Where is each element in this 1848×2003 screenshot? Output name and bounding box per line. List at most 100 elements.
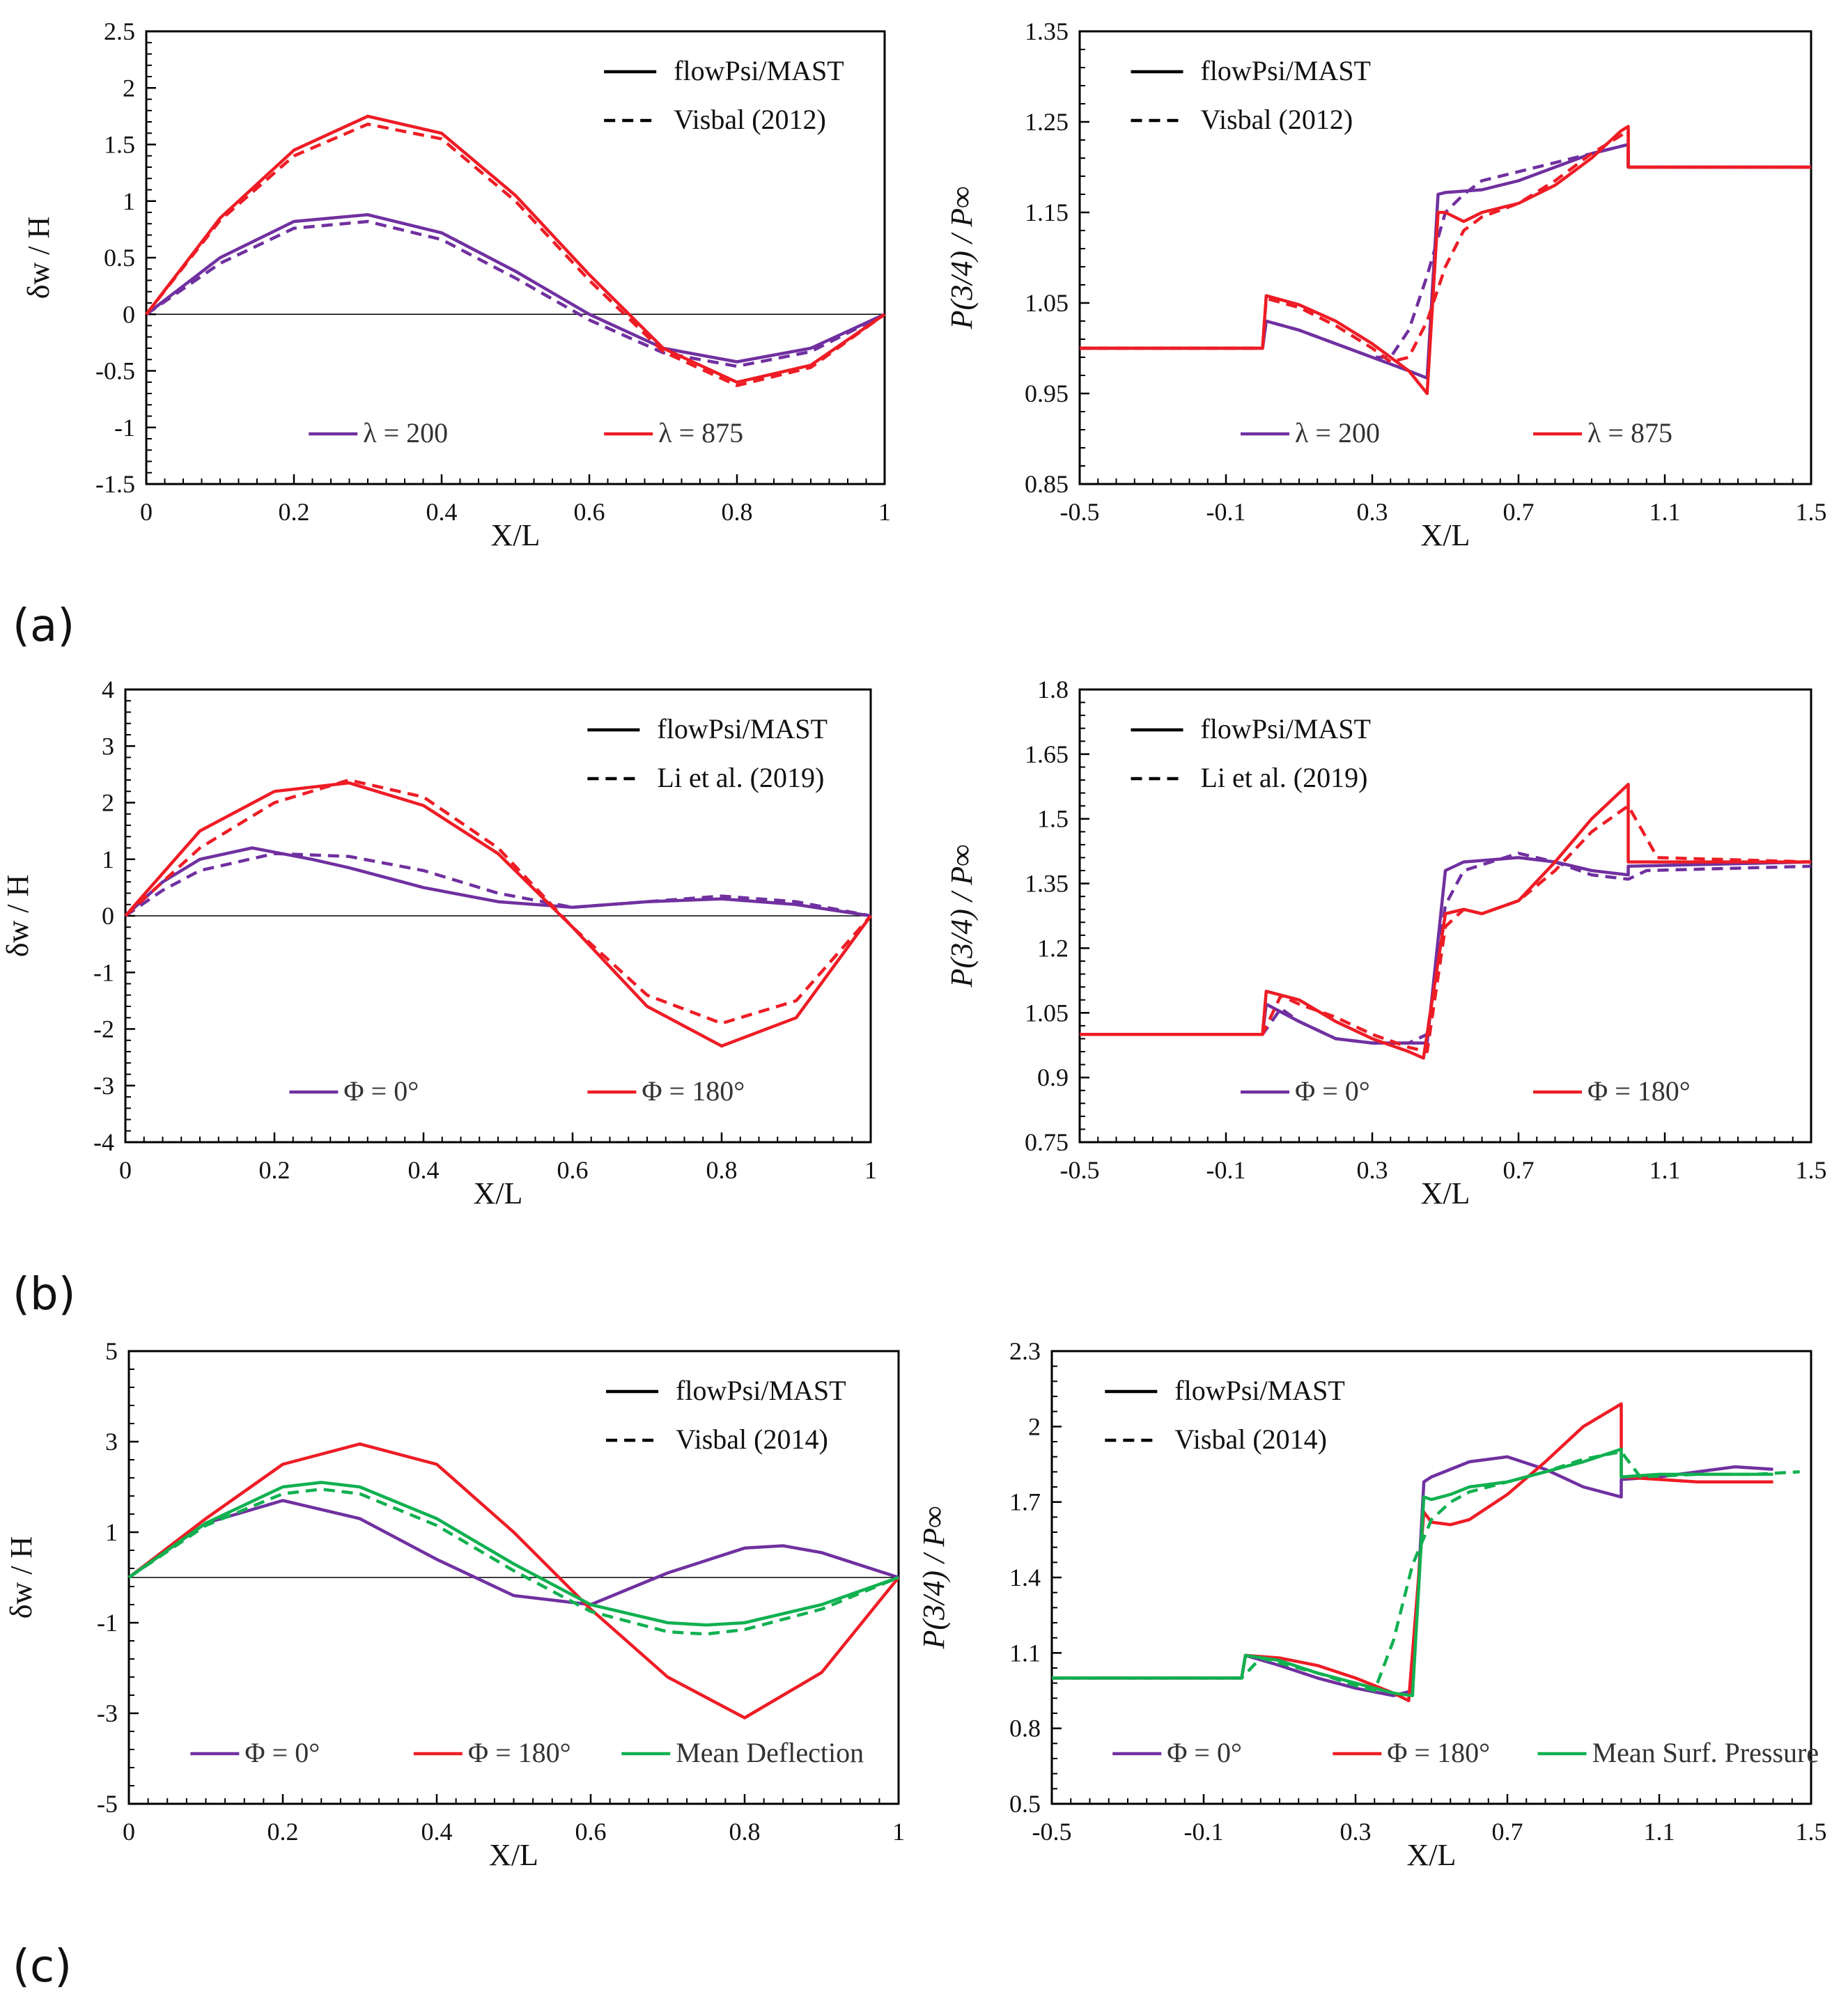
style-legend-label: flowPsi/MAST bbox=[674, 55, 844, 86]
x-tick-label: 0.6 bbox=[574, 498, 605, 526]
y-tick-label: -3 bbox=[97, 1699, 118, 1727]
color-legend-label: λ = 200 bbox=[1295, 417, 1380, 449]
series-line bbox=[145, 123, 886, 387]
color-legend-label: Φ = 180° bbox=[1587, 1075, 1691, 1107]
y-tick-label: 0.75 bbox=[1025, 1128, 1069, 1156]
y-tick-label: 2.3 bbox=[1009, 1337, 1041, 1365]
x-tick-label: 0 bbox=[119, 1156, 132, 1184]
x-tick-label: 1.1 bbox=[1644, 1818, 1675, 1846]
series-line bbox=[124, 846, 871, 918]
plot-frame bbox=[145, 30, 886, 485]
plot-frame bbox=[1050, 1350, 1812, 1805]
style-legend-label: Visbal (2014) bbox=[676, 1424, 828, 1455]
y-tick-label: 0.85 bbox=[1025, 470, 1069, 498]
x-tick-label: 1.5 bbox=[1796, 498, 1827, 526]
series-line bbox=[1080, 856, 1812, 1045]
y-tick-label: 1.25 bbox=[1025, 108, 1069, 136]
x-tick-label: 1.1 bbox=[1649, 498, 1681, 526]
series-line bbox=[1080, 143, 1811, 359]
x-tick-label: 0.8 bbox=[729, 1818, 761, 1846]
series-line bbox=[1080, 143, 1811, 380]
color-legend-label: Φ = 0° bbox=[244, 1737, 320, 1768]
x-tick-label: 1 bbox=[864, 1156, 877, 1184]
y-axis-label: δw / H bbox=[22, 217, 56, 299]
y-tick-label: 2 bbox=[1028, 1412, 1041, 1440]
series-line bbox=[145, 219, 886, 368]
y-tick-label: -1 bbox=[114, 414, 135, 442]
x-tick-label: 1.5 bbox=[1796, 1818, 1827, 1846]
x-tick-label: 0.3 bbox=[1357, 498, 1388, 526]
y-axis-label: δw / H bbox=[4, 1536, 38, 1619]
series-line bbox=[1080, 782, 1811, 1060]
y-tick-label: 1.05 bbox=[1025, 289, 1069, 317]
chart-c-left: 0 0.2 0.4 0.6 0.8 1 -5 -3 -1 1 3 5 X/L δw / H flowPsi/… bbox=[4, 1337, 905, 1872]
y-tick-label: 0 bbox=[102, 902, 114, 930]
style-legend-label: Li et al. (2019) bbox=[1201, 762, 1368, 793]
x-tick-label: 0.3 bbox=[1357, 1156, 1388, 1184]
y-tick-label: 1 bbox=[102, 845, 114, 873]
x-axis-label: X/L bbox=[489, 1838, 538, 1872]
style-legend-label: flowPsi/MAST bbox=[1201, 55, 1372, 86]
style-legend-label: flowPsi/MAST bbox=[676, 1375, 846, 1406]
x-tick-label: -0.1 bbox=[1184, 1818, 1224, 1846]
x-tick-label: 0.6 bbox=[557, 1156, 589, 1184]
charts-container: 0 0.2 0.4 0.6 0.8 1 -1.5 -1 -0.5 0 0.5 1 1.5 2 2.5 X/L δ… bbox=[1, 17, 1827, 1872]
y-tick-label: -4 bbox=[93, 1128, 114, 1156]
x-tick-label: 1 bbox=[892, 1818, 905, 1846]
x-tick-label: -0.1 bbox=[1206, 498, 1246, 526]
y-tick-label: 1.1 bbox=[1009, 1639, 1041, 1667]
color-legend-label: Φ = 180° bbox=[468, 1737, 571, 1768]
chart-b-right: -0.5 -0.1 0.3 0.7 1.1 1.5 0.75 0.9 1.05 1.2 1.35 1.… bbox=[945, 676, 1827, 1210]
style-legend-label: Visbal (2012) bbox=[1201, 104, 1353, 135]
chart-a-right: -0.5 -0.1 0.3 0.7 1.1 1.5 0.85 0.95 1.05 1.15 1.25… bbox=[945, 17, 1827, 552]
chart-b-left: 0 0.2 0.4 0.6 0.8 1 -4 -3 -2 -1 0 1 2 3 4 X/L δw / H flow… bbox=[1, 676, 877, 1210]
x-tick-label: 1.1 bbox=[1649, 1156, 1681, 1184]
series-line bbox=[1052, 1447, 1773, 1697]
y-tick-label: 3 bbox=[102, 732, 114, 760]
y-tick-label: 3 bbox=[105, 1428, 118, 1456]
style-legend-label: Visbal (2012) bbox=[674, 104, 826, 135]
x-axis-label: X/L bbox=[491, 518, 541, 552]
style-legend-label: flowPsi/MAST bbox=[657, 713, 828, 745]
y-tick-label: 1.65 bbox=[1025, 740, 1069, 768]
x-tick-label: -0.1 bbox=[1206, 1156, 1246, 1184]
y-axis-label: δw / H bbox=[1, 875, 35, 958]
y-tick-label: -0.5 bbox=[95, 357, 135, 385]
series-line bbox=[124, 852, 871, 918]
y-tick-label: 1.05 bbox=[1025, 999, 1069, 1027]
color-legend-label: Mean Surf. Pressure bbox=[1592, 1737, 1819, 1768]
y-tick-label: 0.8 bbox=[1009, 1715, 1041, 1743]
y-tick-label: 1.4 bbox=[1009, 1564, 1041, 1591]
series-line bbox=[145, 213, 885, 364]
y-tick-label: 2.5 bbox=[104, 17, 135, 45]
y-tick-label: -3 bbox=[93, 1072, 114, 1100]
y-tick-label: -2 bbox=[93, 1015, 114, 1043]
color-legend-label: λ = 875 bbox=[1587, 417, 1672, 449]
style-legend-label: flowPsi/MAST bbox=[1174, 1375, 1345, 1406]
color-legend-label: λ = 200 bbox=[363, 417, 448, 449]
x-tick-label: 0 bbox=[140, 498, 153, 526]
y-tick-label: 1 bbox=[123, 187, 135, 215]
style-legend-label: Visbal (2014) bbox=[1174, 1424, 1327, 1455]
series-line bbox=[1080, 804, 1812, 1054]
panel-label-c: (c) bbox=[13, 1941, 72, 1993]
color-legend-label: Φ = 180° bbox=[1387, 1737, 1490, 1768]
series-line bbox=[124, 781, 872, 1048]
y-tick-label: -1 bbox=[93, 958, 114, 986]
x-axis-label: X/L bbox=[474, 1176, 523, 1210]
x-tick-label: 0.3 bbox=[1340, 1818, 1372, 1846]
y-axis-label: P(3/4) / P∞ bbox=[945, 845, 979, 988]
series-line bbox=[124, 778, 872, 1025]
x-tick-label: 0.2 bbox=[259, 1156, 290, 1184]
y-tick-label: 1.8 bbox=[1037, 676, 1069, 703]
x-tick-label: -0.5 bbox=[1060, 1156, 1100, 1184]
panel-label-b: (b) bbox=[13, 1269, 76, 1320]
series-line bbox=[127, 1499, 899, 1607]
style-legend-label: flowPsi/MAST bbox=[1201, 713, 1372, 745]
y-tick-label: -1.5 bbox=[95, 470, 135, 498]
color-legend-label: Φ = 0° bbox=[1167, 1737, 1242, 1768]
x-tick-label: 0.8 bbox=[706, 1156, 738, 1184]
color-legend-label: λ = 875 bbox=[658, 417, 743, 449]
y-tick-label: 1.2 bbox=[1037, 934, 1069, 962]
x-tick-label: 0.2 bbox=[279, 498, 310, 526]
